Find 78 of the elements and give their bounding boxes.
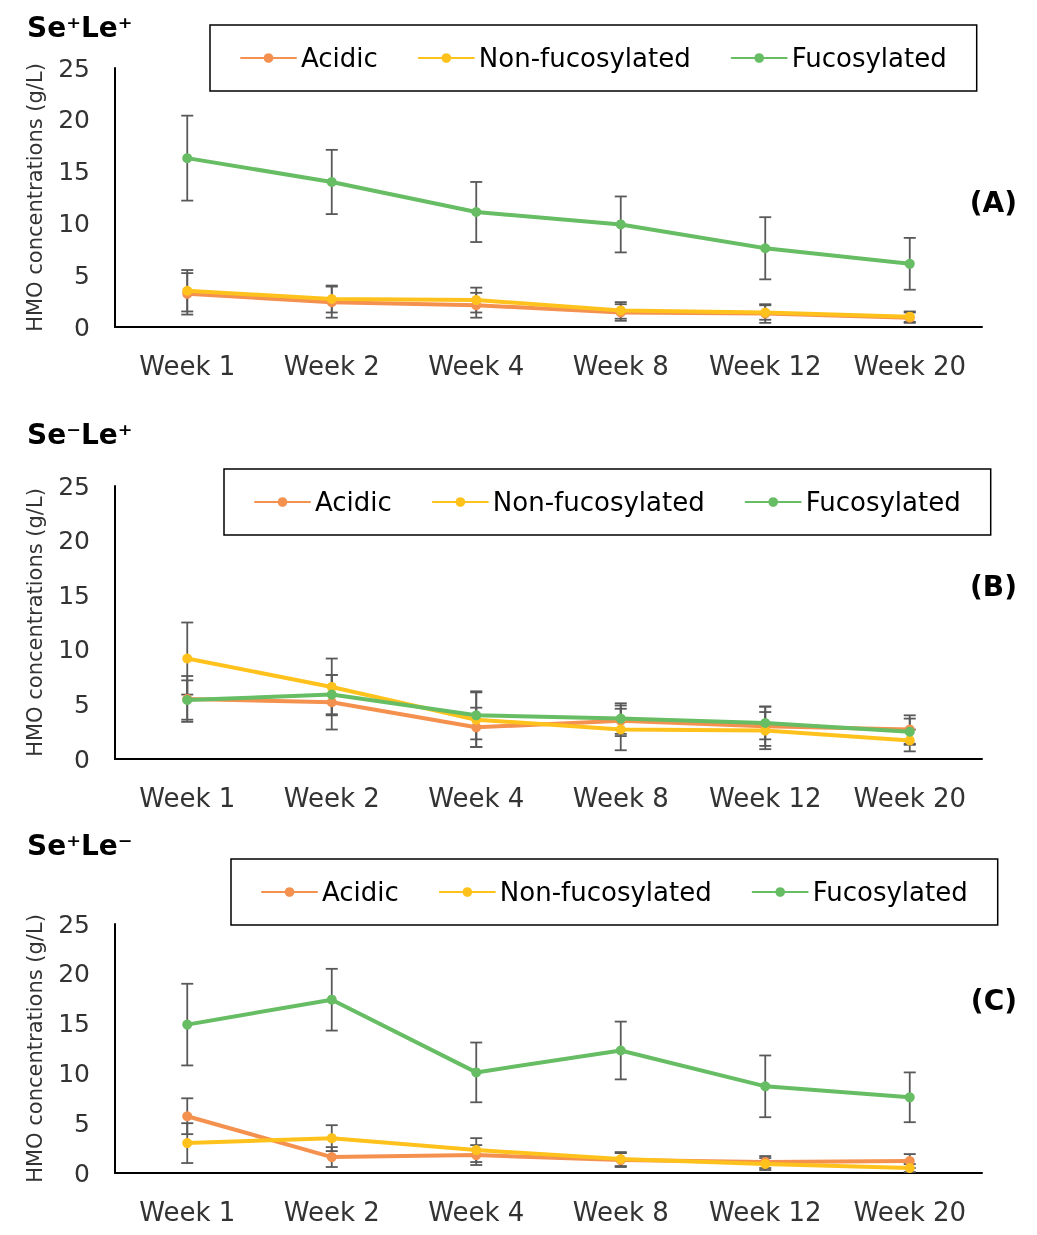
y-axis-title: HMO concentrations (g/L) [22,488,47,757]
y-tick-label: 10 [58,635,90,665]
y-tick-label: 0 [74,1158,90,1188]
legend-label: Non-fucosylated [492,487,705,517]
point [326,994,337,1005]
point [471,1067,482,1078]
annotation: (A) [969,185,1017,219]
y-tick-label: 25 [58,909,90,939]
point [326,176,337,187]
x-tick-label: Week 12 [708,1197,822,1227]
y-tick-label: 0 [74,312,90,342]
legend-label: Fucosylated [812,877,968,907]
point [471,1145,482,1156]
y-tick-label: 15 [58,580,90,610]
y-tick-label: 5 [74,1108,90,1138]
y-tick-label: 15 [58,1009,90,1039]
chart-title: Se⁻Le⁺ [27,417,133,451]
annotation: (C) [970,983,1018,1017]
point [615,724,626,735]
point [471,710,482,721]
point [182,153,193,164]
legend-label: Acidic [322,877,399,907]
point [182,1019,193,1030]
x-tick-label: Week 1 [139,1197,236,1227]
y-tick-label: 5 [74,689,90,719]
x-tick-label: Week 4 [428,351,525,381]
legend-label: Fucosylated [805,487,961,517]
x-tick-label: Week 2 [283,1197,380,1227]
x-tick-label: Week 1 [139,783,236,813]
y-tick-label: 5 [74,260,90,290]
legend-label: Acidic [301,43,378,73]
point [760,243,771,254]
chart-title: Se⁺Le⁺ [27,10,133,44]
legend-label: Fucosylated [791,43,947,73]
x-tick-label: Week 8 [572,783,669,813]
x-tick-label: Week 12 [708,351,822,381]
y-tick-label: 10 [58,1058,90,1088]
point [615,219,626,230]
point [326,689,337,700]
x-tick-label: Week 20 [853,1197,967,1227]
point [182,653,193,664]
point [615,1045,626,1056]
point [760,717,771,728]
annotation: (B) [970,569,1017,603]
x-tick-label: Week 2 [283,351,380,381]
x-tick-label: Week 1 [139,351,236,381]
point [182,1138,193,1149]
y-tick-label: 25 [58,53,90,83]
point [182,1111,193,1122]
y-axis-title: HMO concentrations (g/L) [22,63,47,332]
x-tick-label: Week 12 [708,783,822,813]
y-tick-label: 25 [58,471,90,501]
x-tick-label: Week 4 [428,1197,525,1227]
point [326,1133,337,1144]
x-tick-label: Week 8 [572,351,669,381]
legend-label: Acidic [315,487,392,517]
point [904,258,915,269]
x-tick-label: Week 4 [428,783,525,813]
y-tick-label: 20 [58,105,90,135]
point [326,1152,337,1163]
x-tick-label: Week 20 [853,783,967,813]
x-tick-label: Week 2 [283,783,380,813]
legend-label: Non-fucosylated [499,877,712,907]
point [904,1092,915,1103]
chart-title: Se⁺Le⁻ [27,828,133,862]
y-tick-label: 15 [58,157,90,187]
point [471,207,482,217]
legend-label: Non-fucosylated [478,43,691,73]
point [471,295,482,306]
y-axis-title: HMO concentrations (g/L) [22,914,47,1183]
point [760,1081,771,1092]
y-tick-label: 20 [58,959,90,989]
y-tick-label: 10 [58,208,90,238]
point [904,735,915,746]
x-tick-label: Week 8 [572,1197,669,1227]
y-tick-label: 20 [58,526,90,556]
x-tick-label: Week 20 [853,351,967,381]
y-tick-label: 0 [74,744,90,774]
